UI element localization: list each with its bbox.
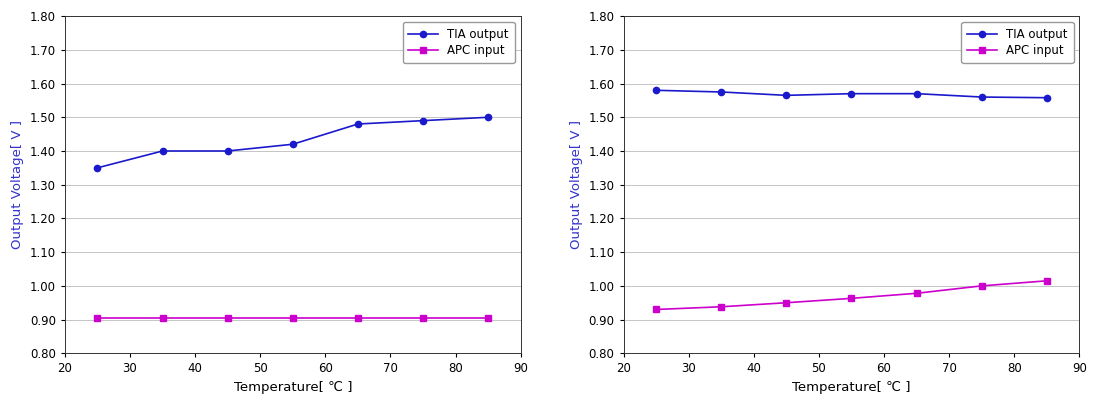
TIA output	[416, 118, 429, 123]
APC input	[221, 315, 234, 320]
TIA output	[482, 115, 495, 120]
TIA output	[844, 91, 858, 96]
APC input	[156, 315, 169, 320]
Y-axis label: Output Voltage[ V ]: Output Voltage[ V ]	[11, 120, 24, 249]
Line: APC input: APC input	[94, 315, 491, 321]
APC input	[287, 315, 300, 320]
Legend: TIA output, APC input: TIA output, APC input	[961, 22, 1074, 63]
TIA output	[975, 95, 988, 100]
APC input	[482, 315, 495, 320]
Line: TIA output: TIA output	[94, 114, 491, 171]
TIA output	[715, 90, 728, 94]
X-axis label: Temperature[ ℃ ]: Temperature[ ℃ ]	[234, 381, 352, 394]
Y-axis label: Output Voltage[ V ]: Output Voltage[ V ]	[570, 120, 583, 249]
TIA output	[351, 122, 365, 126]
APC input	[975, 284, 988, 288]
APC input	[650, 307, 663, 312]
TIA output	[1040, 95, 1053, 100]
TIA output	[156, 149, 169, 153]
TIA output	[91, 165, 104, 170]
Line: TIA output: TIA output	[653, 87, 1050, 101]
APC input	[91, 315, 104, 320]
X-axis label: Temperature[ ℃ ]: Temperature[ ℃ ]	[793, 381, 910, 394]
APC input	[715, 304, 728, 309]
TIA output	[910, 91, 923, 96]
APC input	[351, 315, 365, 320]
TIA output	[650, 88, 663, 93]
APC input	[1040, 278, 1053, 283]
TIA output	[780, 93, 793, 98]
Line: APC input: APC input	[653, 278, 1050, 313]
APC input	[780, 300, 793, 305]
APC input	[416, 315, 429, 320]
TIA output	[221, 149, 234, 153]
Legend: TIA output, APC input: TIA output, APC input	[403, 22, 515, 63]
APC input	[910, 291, 923, 296]
APC input	[844, 296, 858, 301]
TIA output	[287, 142, 300, 147]
